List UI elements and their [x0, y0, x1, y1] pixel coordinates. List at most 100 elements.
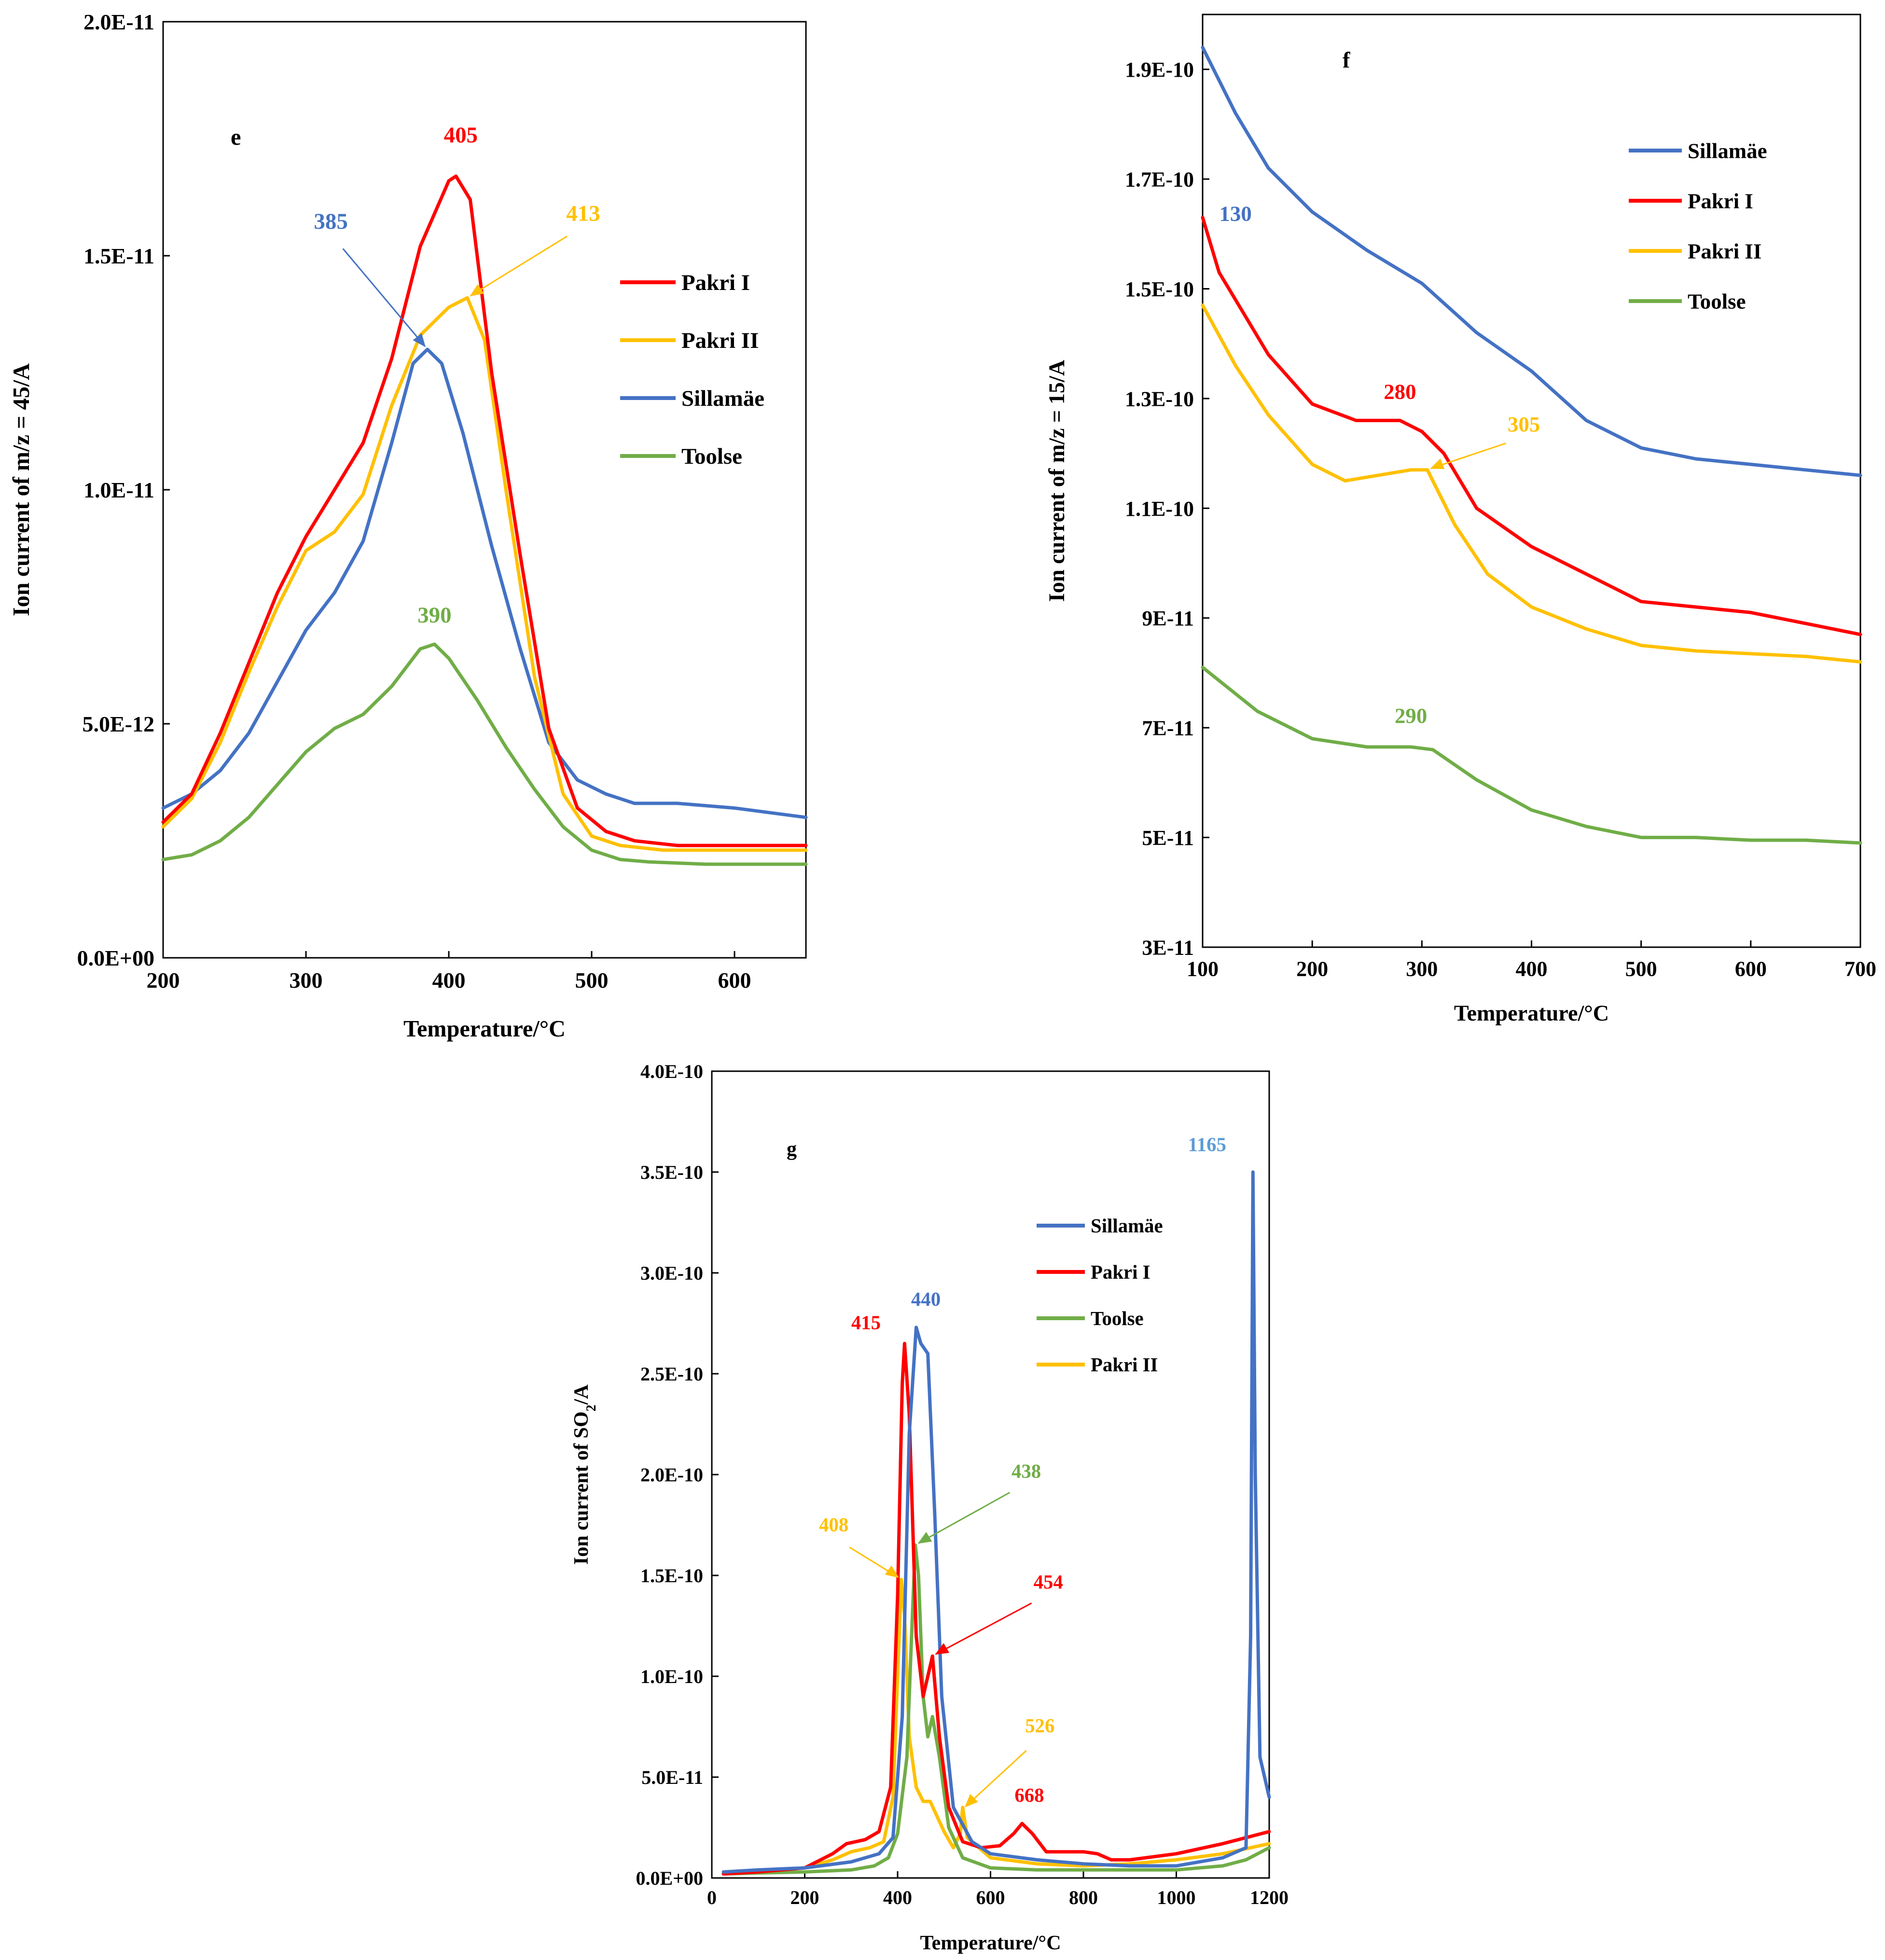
legend-label: Pakri I — [1688, 189, 1753, 213]
peak-annotation: 385 — [314, 209, 347, 234]
x-tick-label: 300 — [290, 968, 323, 993]
annotation-arrow-head — [964, 1794, 978, 1808]
peak-annotation: 440 — [911, 1288, 941, 1310]
y-axis-title-main: Ion current of SO — [570, 1411, 593, 1565]
chart-panel-g: 0.0E+00 5.0E-11 1.0E-10 1.5E-10 2.0E-10 2.5E-… — [570, 1061, 1289, 1954]
y-axis-title-tail: /A — [570, 1384, 593, 1405]
x-tick-label: 600 — [718, 968, 751, 993]
legend-label: Sillamäe — [681, 386, 764, 411]
annotation-arrow-head — [935, 1643, 950, 1655]
x-tick-label: 600 — [1735, 957, 1767, 980]
peak-annotation: 390 — [417, 603, 451, 628]
y-tick-label: 5.0E-11 — [641, 1767, 703, 1788]
x-tick-label: 400 — [883, 1887, 912, 1908]
y-axis-title: Ion current of SO2/A — [570, 1384, 599, 1564]
y-tick-label: 5E-11 — [1142, 826, 1194, 850]
x-axis-title: Temperature/°C — [403, 1016, 566, 1042]
series-line-toolse — [1201, 665, 1862, 845]
series-line-toolse — [161, 642, 808, 866]
y-tick-label: 3.0E-10 — [640, 1262, 703, 1284]
y-axis-title-sub: 2 — [584, 1405, 599, 1411]
y-tick-label: 1.1E-10 — [1125, 497, 1194, 521]
peak-annotation: 1165 — [1188, 1134, 1226, 1156]
peak-annotation: 526 — [1025, 1715, 1054, 1737]
series-line-sillam-e — [721, 1170, 1271, 1874]
annotation-arrow-line — [965, 1750, 1027, 1808]
series-line-pakri-i — [1201, 216, 1862, 636]
peak-annotation: 438 — [1012, 1460, 1041, 1482]
chart-panel-f: 3E-11 5E-11 7E-11 9E-11 1.1E-10 1.3E-10 1.5E-1… — [1044, 14, 1876, 1025]
series-line-pakri-i — [161, 174, 808, 847]
x-tick-label: 200 — [790, 1887, 819, 1908]
x-axis-title: Temperature/°C — [1454, 1001, 1609, 1025]
peak-annotation: 130 — [1219, 202, 1251, 226]
x-tick-label: 1200 — [1250, 1887, 1289, 1908]
legend-label: Pakri I — [1091, 1261, 1150, 1283]
series-line-pakri-ii — [1201, 304, 1862, 664]
peak-annotation: 454 — [1034, 1571, 1063, 1593]
x-tick-label: 200 — [147, 968, 180, 993]
y-axis-title: Ion current of m/z = 45/A — [9, 363, 34, 616]
series-line-sillam-e — [1201, 45, 1862, 477]
y-tick-label: 2.0E-11 — [83, 10, 154, 34]
y-tick-label: 9E-11 — [1142, 607, 1194, 630]
y-tick-label: 1.0E-11 — [83, 478, 154, 502]
x-tick-label: 700 — [1844, 957, 1876, 980]
y-tick-label: 4.0E-10 — [640, 1061, 703, 1082]
annotation-arrow-line — [935, 1602, 1032, 1655]
peak-annotation: 668 — [1014, 1784, 1044, 1806]
y-tick-label: 1.5E-10 — [640, 1565, 703, 1587]
y-tick-label: 2.0E-10 — [640, 1464, 703, 1486]
legend-label: Pakri II — [681, 328, 759, 353]
annotation-arrow-head — [1430, 458, 1445, 469]
peak-annotation: 408 — [819, 1514, 848, 1535]
y-tick-label: 1.5E-10 — [1125, 277, 1194, 301]
x-tick-label: 400 — [432, 968, 466, 993]
y-axis-title: Ion current of m/z = 15/A — [1044, 359, 1069, 602]
x-tick-label: 500 — [1625, 957, 1657, 980]
x-tick-label: 600 — [976, 1887, 1005, 1908]
y-tick-label: 0.0E+00 — [636, 1867, 703, 1889]
legend-label: Toolse — [1688, 289, 1746, 313]
y-tick-label: 1.7E-10 — [1125, 168, 1194, 192]
series-line-sillam-e — [161, 347, 808, 819]
x-tick-label: 400 — [1516, 957, 1548, 980]
y-tick-label: 0.0E+00 — [77, 946, 154, 970]
x-tick-label: 500 — [575, 968, 609, 993]
plot-frame — [711, 1070, 1270, 1879]
panel-label: e — [231, 124, 241, 150]
y-tick-label: 1.0E-10 — [640, 1666, 703, 1687]
peak-annotation: 405 — [444, 123, 478, 148]
y-tick-label: 3.5E-10 — [640, 1161, 703, 1183]
x-tick-label: 0 — [707, 1887, 717, 1908]
legend-label: Toolse — [681, 444, 742, 469]
y-tick-label: 1.3E-10 — [1125, 387, 1194, 411]
peak-annotation: 280 — [1384, 379, 1416, 403]
peak-annotation: 415 — [851, 1311, 881, 1333]
legend-label: Sillamäe — [1688, 138, 1767, 163]
series-line-pakri-ii — [161, 296, 808, 852]
panel-label: g — [787, 1138, 797, 1160]
legend-label: Pakri II — [1091, 1354, 1158, 1376]
legend-label: Pakri II — [1688, 239, 1761, 263]
annotation-arrow-head — [917, 1532, 932, 1544]
panel-label: f — [1343, 48, 1350, 72]
annotation-arrow-head — [470, 284, 484, 296]
annotation-arrow-line — [342, 248, 426, 347]
y-tick-label: 1.9E-10 — [1125, 58, 1194, 82]
series-line-toolse — [721, 1543, 1271, 1876]
x-tick-label: 300 — [1406, 957, 1438, 980]
annotation-arrow-line — [470, 235, 568, 297]
chart-panel-e: 0.0E+00 5.0E-12 1.0E-11 1.5E-11 2.0E-11 200 30… — [9, 10, 808, 1042]
legend-label: Pakri I — [681, 270, 750, 295]
annotation-arrow-line — [918, 1491, 1011, 1544]
annotation-arrow-head — [885, 1565, 899, 1578]
annotation-arrow-head — [413, 333, 426, 347]
plot-frame — [162, 21, 807, 959]
x-tick-label: 100 — [1187, 957, 1219, 980]
series-line-pakri-ii — [721, 1577, 1271, 1876]
peak-annotation: 413 — [566, 201, 600, 226]
y-tick-label: 3E-11 — [1142, 936, 1194, 959]
legend-label: Sillamäe — [1091, 1215, 1163, 1237]
